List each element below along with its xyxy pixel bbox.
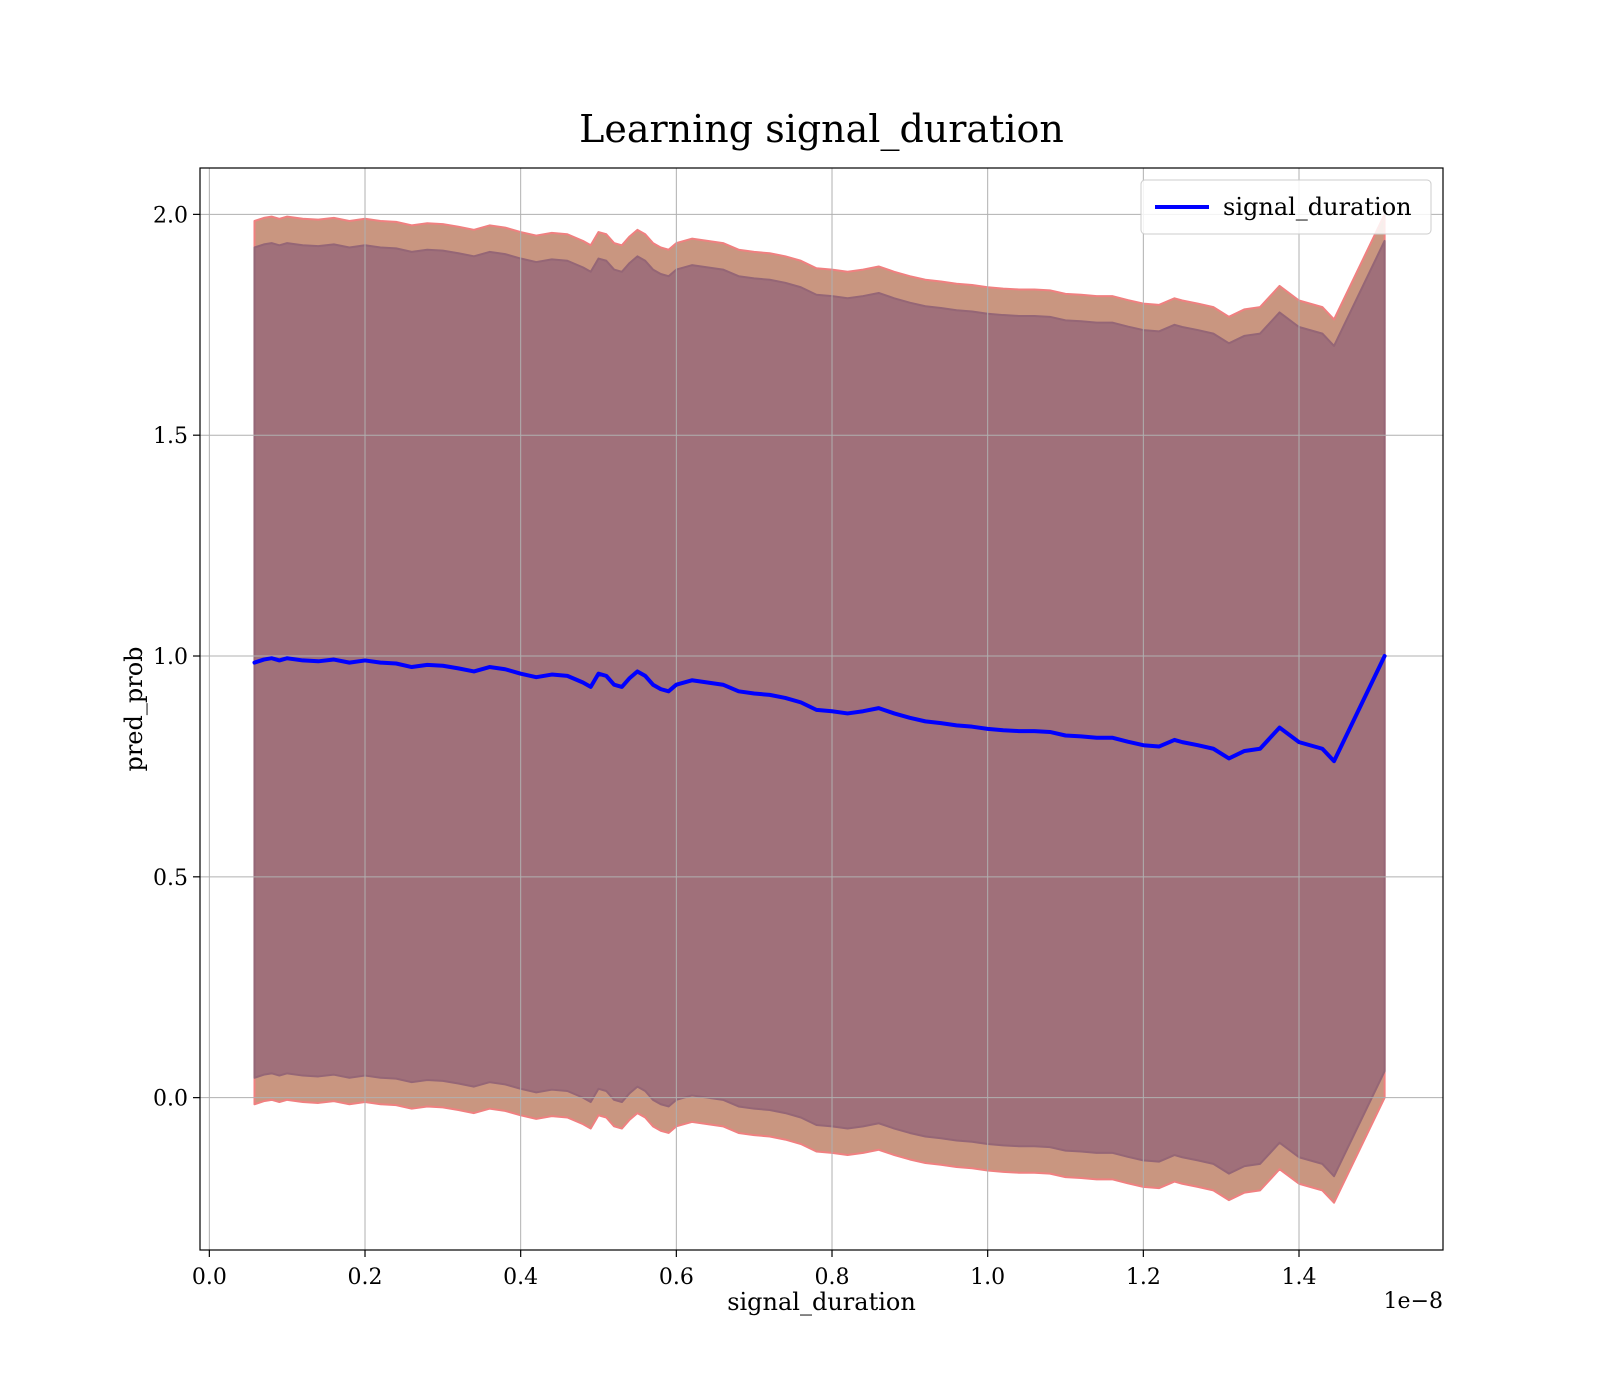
- series-layer: [252, 654, 1387, 764]
- x-tick-label: 0.0: [192, 1265, 227, 1290]
- legend-label: signal_duration: [1223, 193, 1412, 221]
- y-axis-ticks: 0.0 0.5 1.0 1.5 2.0: [153, 203, 200, 1112]
- x-tick-label: 1.2: [1126, 1265, 1161, 1290]
- y-tick-label: 2.0: [153, 203, 188, 228]
- plot-frame: [199, 167, 1444, 1251]
- x-tick-label: 1.0: [970, 1265, 1005, 1290]
- x-tick-label: 0.8: [815, 1265, 850, 1290]
- x-tick-label: 0.6: [659, 1265, 694, 1290]
- series-line-signal-duration: [252, 654, 1387, 764]
- x-axis-label: signal_duration: [727, 1288, 916, 1316]
- x-axis-offset-label: 1e−8: [1384, 1289, 1443, 1314]
- x-tick-label: 1.4: [1282, 1265, 1317, 1290]
- y-tick-label: 0.0: [153, 1087, 188, 1112]
- legend[interactable]: signal_duration: [1140, 179, 1432, 235]
- x-axis-ticks: 0.0 0.2 0.4 0.6 0.8 1.0 1.2 1.4: [192, 1250, 1317, 1290]
- y-tick-label: 1.5: [153, 424, 188, 449]
- legend-box: [1140, 179, 1432, 235]
- grid-layer: [200, 168, 1443, 1250]
- y-tick-label: 0.5: [153, 866, 188, 891]
- y-tick-label: 1.0: [153, 645, 188, 670]
- x-tick-label: 0.4: [503, 1265, 538, 1290]
- chart-title: Learning signal_duration: [579, 107, 1064, 152]
- x-tick-label: 0.2: [348, 1265, 383, 1290]
- y-axis-label: pred_prob: [120, 646, 148, 771]
